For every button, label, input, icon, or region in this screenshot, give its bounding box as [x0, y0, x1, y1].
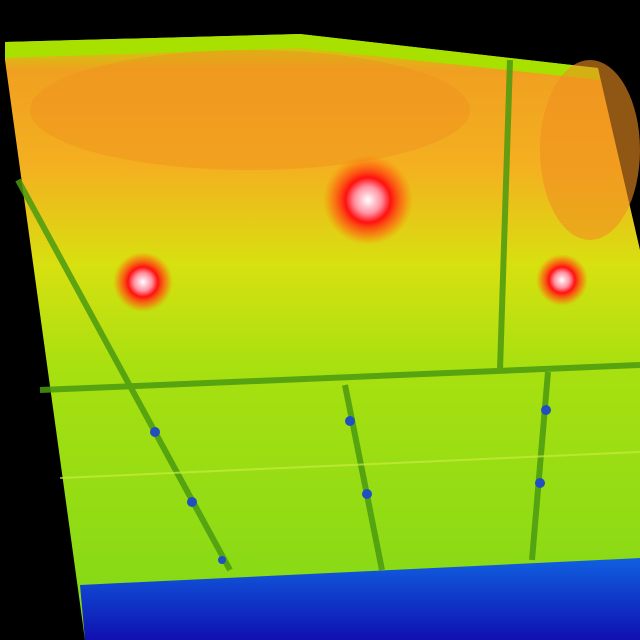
hot-spot: [323, 155, 413, 245]
hot-spot: [536, 254, 588, 306]
cool-band: [80, 558, 640, 640]
warm-region: [30, 50, 470, 170]
hot-spot: [113, 252, 173, 312]
panel-array: [5, 34, 640, 640]
clamps: [150, 405, 551, 564]
panel-seam: [59, 451, 640, 479]
warm-region: [540, 60, 640, 240]
panel-edge: [5, 34, 600, 80]
